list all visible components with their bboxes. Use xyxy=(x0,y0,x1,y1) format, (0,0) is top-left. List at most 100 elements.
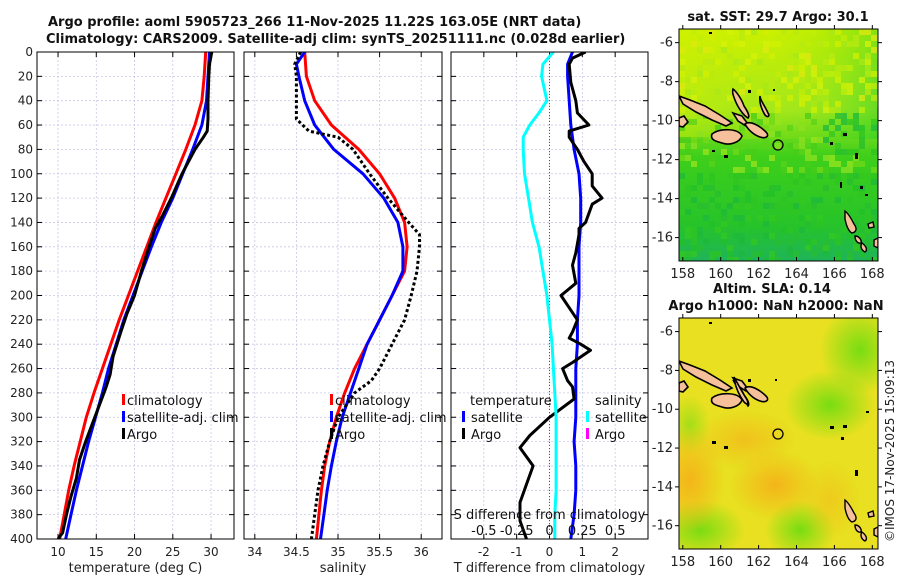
legend-label: satellite-adj. clim xyxy=(127,411,239,426)
difference-profile-panel: -2 -1 0 1 2 T difference from climatology temp… xyxy=(450,51,649,576)
y-tick-label: 400 xyxy=(10,532,33,546)
salinity-series xyxy=(293,52,421,539)
salinity-xlabel: salinity xyxy=(320,561,367,576)
legend-swatch xyxy=(330,394,333,405)
temperature-grid xyxy=(37,51,234,540)
x-tick-label: 34 xyxy=(247,545,262,559)
y-tick-label: 180 xyxy=(10,264,33,278)
legend-label: satellite xyxy=(471,411,523,426)
legend-swatch xyxy=(330,411,333,422)
legend-swatch xyxy=(586,411,589,422)
temperature-legend: climatology satellite-adj. clim Argo xyxy=(122,394,239,443)
lon-tick-label: 164 xyxy=(784,555,809,570)
lat-tick-label: -8 xyxy=(660,363,673,378)
salinity-axes-frame xyxy=(243,51,443,540)
land-solomon-islands xyxy=(679,360,769,409)
lon-tick-label: 168 xyxy=(860,555,885,570)
series-satellite-adj-clim xyxy=(294,52,405,539)
argo-float-marker xyxy=(772,428,784,440)
x-tick-label: 15 xyxy=(89,545,104,559)
salinity-ticks: 34 34.5 35 35.5 36 xyxy=(244,51,442,559)
legend-label: Argo xyxy=(595,428,625,443)
x-tick-label: 25 xyxy=(165,545,180,559)
legend-label: Argo xyxy=(127,428,157,443)
y-tick-label: 80 xyxy=(18,142,33,156)
temperature-xlabel: temperature (deg C) xyxy=(69,561,203,576)
salinity-grid xyxy=(244,51,442,540)
y-tick-label: 380 xyxy=(10,508,33,522)
y-tick-label: 140 xyxy=(10,215,33,229)
lon-tick-label: 166 xyxy=(822,555,847,570)
sla-map-frame xyxy=(678,317,879,550)
x-tick-label: 1 xyxy=(579,545,587,559)
lon-tick-label: 160 xyxy=(708,267,733,282)
secondary-x-tick-label: 0.25 xyxy=(568,524,597,539)
lon-tick-label: 168 xyxy=(860,267,885,282)
legend-swatch xyxy=(330,428,333,439)
lon-tick-label: 162 xyxy=(746,267,771,282)
lat-tick-label: -12 xyxy=(652,153,673,168)
x-tick-label: 35 xyxy=(330,545,345,559)
secondary-xlabel: S difference from climatology xyxy=(454,508,646,523)
y-tick-label: 280 xyxy=(10,386,33,400)
secondary-x-tick-label: 0 xyxy=(545,524,553,539)
lat-tick-label: -10 xyxy=(652,114,673,129)
lon-tick-label: 158 xyxy=(670,555,695,570)
x-tick-label: -2 xyxy=(478,545,490,559)
legend-label: Argo xyxy=(335,428,365,443)
sst-map-frame xyxy=(678,28,879,262)
secondary-x-tick-label: -0.25 xyxy=(500,524,534,539)
series-temperature-satellite xyxy=(566,52,583,539)
y-tick-label: 40 xyxy=(18,94,33,108)
y-tick-label: 340 xyxy=(10,459,33,473)
x-tick-label: 2 xyxy=(611,545,619,559)
lat-tick-label: -14 xyxy=(652,192,673,207)
legend-swatch xyxy=(122,394,125,405)
salinity-legend: climatology satellite-adj. clim Argo xyxy=(330,394,447,443)
legend-swatch xyxy=(462,428,465,439)
sla-map-title-line1: Altim. SLA: 0.14 xyxy=(713,282,831,297)
secondary-x-tick-label: -0.5 xyxy=(471,524,496,539)
x-tick-label: 30 xyxy=(203,545,218,559)
figure-title-line1: Argo profile: aoml 5905723_266 11-Nov-20… xyxy=(48,15,582,30)
lon-tick-label: 160 xyxy=(708,555,733,570)
x-tick-label: 10 xyxy=(50,545,65,559)
salinity-profile-panel: 34 34.5 35 35.5 36 salinity climatology satelli… xyxy=(243,51,447,576)
sst-map-ticks: 158 160 162 164 166 168 -6 -8 -10 -12 -14 -16 xyxy=(652,25,885,282)
legend-label: satellite xyxy=(595,411,647,426)
temperature-series xyxy=(56,52,214,539)
legend-swatch xyxy=(122,411,125,422)
lon-tick-label: 166 xyxy=(822,267,847,282)
y-tick-label: 360 xyxy=(10,483,33,497)
lat-tick-label: -16 xyxy=(652,231,673,246)
lat-tick-label: -6 xyxy=(660,325,673,340)
x-tick-label: 0 xyxy=(546,545,554,559)
x-tick-label: 36 xyxy=(414,545,429,559)
legend-label: Argo xyxy=(471,428,501,443)
temperature-profile-panel: 10 15 20 25 30020406080100120140160180200220… xyxy=(10,45,239,576)
series-temperature-argo xyxy=(518,52,604,539)
series-argo xyxy=(56,52,214,539)
sla-map-title-line2: Argo h1000: NaN h2000: NaN xyxy=(668,299,883,314)
secondary-x-tick-label: 0.5 xyxy=(605,524,626,539)
difference-legend: temperature satellite Argo salinity satellit… xyxy=(454,394,647,539)
sst-map-title: sat. SST: 29.7 Argo: 30.1 xyxy=(687,10,868,25)
legend-group-title: temperature xyxy=(470,394,552,409)
temperature-axes-frame xyxy=(36,51,235,540)
temperature-ticks: 10 15 20 25 30020406080100120140160180200220… xyxy=(10,45,234,559)
lon-tick-label: 162 xyxy=(746,555,771,570)
lat-tick-label: -12 xyxy=(652,441,673,456)
sla-map-panel: Altim. SLA: 0.14 Argo h1000: NaN h2000: … xyxy=(652,282,885,570)
x-tick-label: 20 xyxy=(127,545,142,559)
argo-float-marker xyxy=(772,139,784,151)
land-solomon-islands xyxy=(679,87,770,145)
y-tick-label: 100 xyxy=(10,167,33,181)
y-tick-label: 20 xyxy=(18,69,33,83)
lat-tick-label: -6 xyxy=(660,36,673,51)
lat-tick-label: -16 xyxy=(652,519,673,534)
small-islands xyxy=(709,32,868,196)
lon-tick-label: 158 xyxy=(670,267,695,282)
y-tick-label: 60 xyxy=(18,118,33,132)
legend-swatch xyxy=(586,428,589,439)
